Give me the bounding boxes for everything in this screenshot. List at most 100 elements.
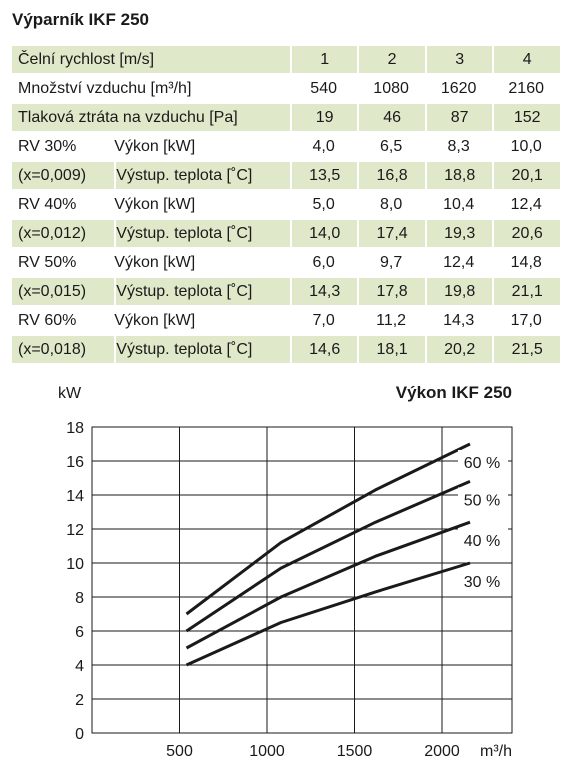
page-title: Výparník IKF 250 [12, 10, 150, 29]
series-line [185, 520, 471, 650]
series-label: 40 % [464, 533, 500, 550]
table-cell: 20,1 [492, 162, 560, 189]
air-label: Množství vzduchu [m³/h] [18, 79, 192, 97]
table-cell: 1080 [373, 79, 409, 97]
table-cell: 6,0 [312, 253, 335, 271]
table-cell: 2 [357, 46, 425, 73]
y-tick-label: 14 [66, 488, 84, 505]
y-tick-label: 6 [75, 624, 84, 641]
x-tick-label: 500 [166, 743, 193, 760]
series-label-bg [458, 569, 508, 591]
table-row: (x=0,009) Výstup. teplota [˚C] 13,5 16,8… [12, 162, 560, 189]
x-tick-label: 1000 [249, 743, 285, 760]
table-cell: 14,6 [289, 336, 358, 363]
table-row: Tlaková ztráta na vzduchu [Pa] 19 46 87 … [12, 104, 560, 131]
power-chart: 0 2 4 6 8 10 12 14 16 18 500 1000 1500 2000 30 % 40 % 5… [58, 383, 513, 760]
table-cell: 14,8 [510, 253, 542, 271]
chart-axes: 0 2 4 6 8 10 12 14 16 18 500 1000 1500 2000 [66, 420, 513, 760]
y-tick-label: 18 [66, 420, 84, 437]
humidity-label: (x=0,018) [12, 336, 115, 363]
table-cell: 11,2 [376, 311, 407, 329]
table-cell: 14,3 [289, 278, 358, 305]
table-cell: 8,3 [447, 137, 470, 155]
table-cell: 14,0 [289, 220, 358, 247]
temp-label: Výstup. teplota [˚C] [114, 336, 290, 363]
table-cell: 19 [289, 104, 358, 131]
table-cell: 17,8 [357, 278, 425, 305]
series-label-bg [458, 528, 508, 551]
table-row: RV 40% Výkon [kW] 5,0 8,0 10,4 12,4 [12, 191, 560, 218]
header-label: Čelní rychlost [m/s] [12, 46, 290, 73]
table-cell: 21,5 [492, 336, 560, 363]
table-cell: 6,5 [379, 137, 403, 155]
table-row: Množství vzduchu [m³/h] 540 1080 1620 21… [12, 75, 560, 102]
humidity-label: (x=0,012) [12, 220, 115, 247]
rv-label: RV 60% [18, 311, 77, 329]
table-cell: 19,3 [424, 220, 493, 247]
y-tick-label: 0 [75, 726, 84, 743]
table-cell: 17,0 [510, 311, 542, 329]
table-cell: 18,8 [424, 162, 493, 189]
temp-label: Výstup. teplota [˚C] [114, 220, 290, 247]
series-label-bg [458, 487, 508, 510]
series-line [185, 480, 471, 633]
series-label-bg [458, 450, 508, 472]
table-cell: 17,4 [357, 220, 425, 247]
table-cell: 8,0 [379, 195, 403, 213]
humidity-label: (x=0,015) [12, 278, 115, 305]
y-tick-label: 16 [66, 454, 84, 471]
table-cell: 20,6 [492, 220, 560, 247]
table-row: RV 50% Výkon [kW] 6,0 9,7 12,4 14,8 [12, 249, 560, 276]
series-label: 60 % [464, 455, 500, 472]
table-cell: 10,4 [443, 195, 475, 213]
chart-title: Výkon IKF 250 [396, 383, 512, 402]
y-tick-label: 12 [66, 522, 84, 539]
pressure-label: Tlaková ztráta na vzduchu [Pa] [12, 104, 290, 131]
table-cell: 20,2 [424, 336, 493, 363]
table-cell: 12,4 [510, 195, 542, 213]
table-cell: 1 [289, 46, 358, 73]
table-cell: 46 [357, 104, 425, 131]
rv-label: RV 40% [18, 195, 77, 213]
table-cell: 87 [424, 104, 493, 131]
rv-label: RV 30% [18, 137, 77, 155]
table-cell: 9,7 [379, 253, 403, 271]
table-cell: 1620 [440, 79, 477, 97]
table-cell: 18,1 [357, 336, 425, 363]
table-cell: 540 [310, 79, 337, 97]
series-line [185, 561, 471, 667]
table-cell: 14,3 [443, 311, 475, 329]
series-label: 30 % [464, 574, 500, 591]
table-cell: 7,0 [312, 311, 335, 329]
table-cell: 5,0 [312, 195, 335, 213]
series-line [185, 442, 471, 616]
table-cell: 10,0 [510, 137, 542, 155]
y-axis-label: kW [58, 385, 82, 402]
y-tick-label: 8 [75, 590, 84, 607]
power-label: Výkon [kW] [114, 137, 196, 155]
x-axis-label: m³/h [480, 743, 512, 760]
power-label: Výkon [kW] [114, 311, 196, 329]
table-cell: 16,8 [357, 162, 425, 189]
humidity-label: (x=0,009) [12, 162, 115, 189]
table-row: (x=0,018) Výstup. teplota [˚C] 14,6 18,1… [12, 336, 560, 363]
chart-grid [92, 426, 512, 734]
power-label: Výkon [kW] [114, 253, 196, 271]
y-tick-label: 10 [66, 556, 84, 573]
table-cell: 12,4 [443, 253, 475, 271]
x-tick-label: 2000 [424, 743, 460, 760]
y-tick-label: 2 [75, 692, 84, 709]
y-tick-label: 4 [75, 658, 84, 675]
power-label: Výkon [kW] [114, 195, 196, 213]
table-row: (x=0,015) Výstup. teplota [˚C] 14,3 17,8… [12, 278, 560, 305]
table-cell: 19,8 [424, 278, 493, 305]
chart-series: 30 % 40 % 50 % 60 % [185, 442, 508, 667]
plot-frame [91, 426, 513, 734]
table-row: RV 60% Výkon [kW] 7,0 11,2 14,3 17,0 [12, 307, 560, 334]
table-cell: 13,5 [289, 162, 358, 189]
spec-table: Čelní rychlost [m/s] 1 2 3 4 Množství vz… [12, 44, 560, 365]
table-cell: 4 [492, 46, 560, 73]
table-cell: 2160 [508, 79, 544, 97]
table-row: RV 30% Výkon [kW] 4,0 6,5 8,3 10,0 [12, 133, 560, 160]
table-row: (x=0,012) Výstup. teplota [˚C] 14,0 17,4… [12, 220, 560, 247]
